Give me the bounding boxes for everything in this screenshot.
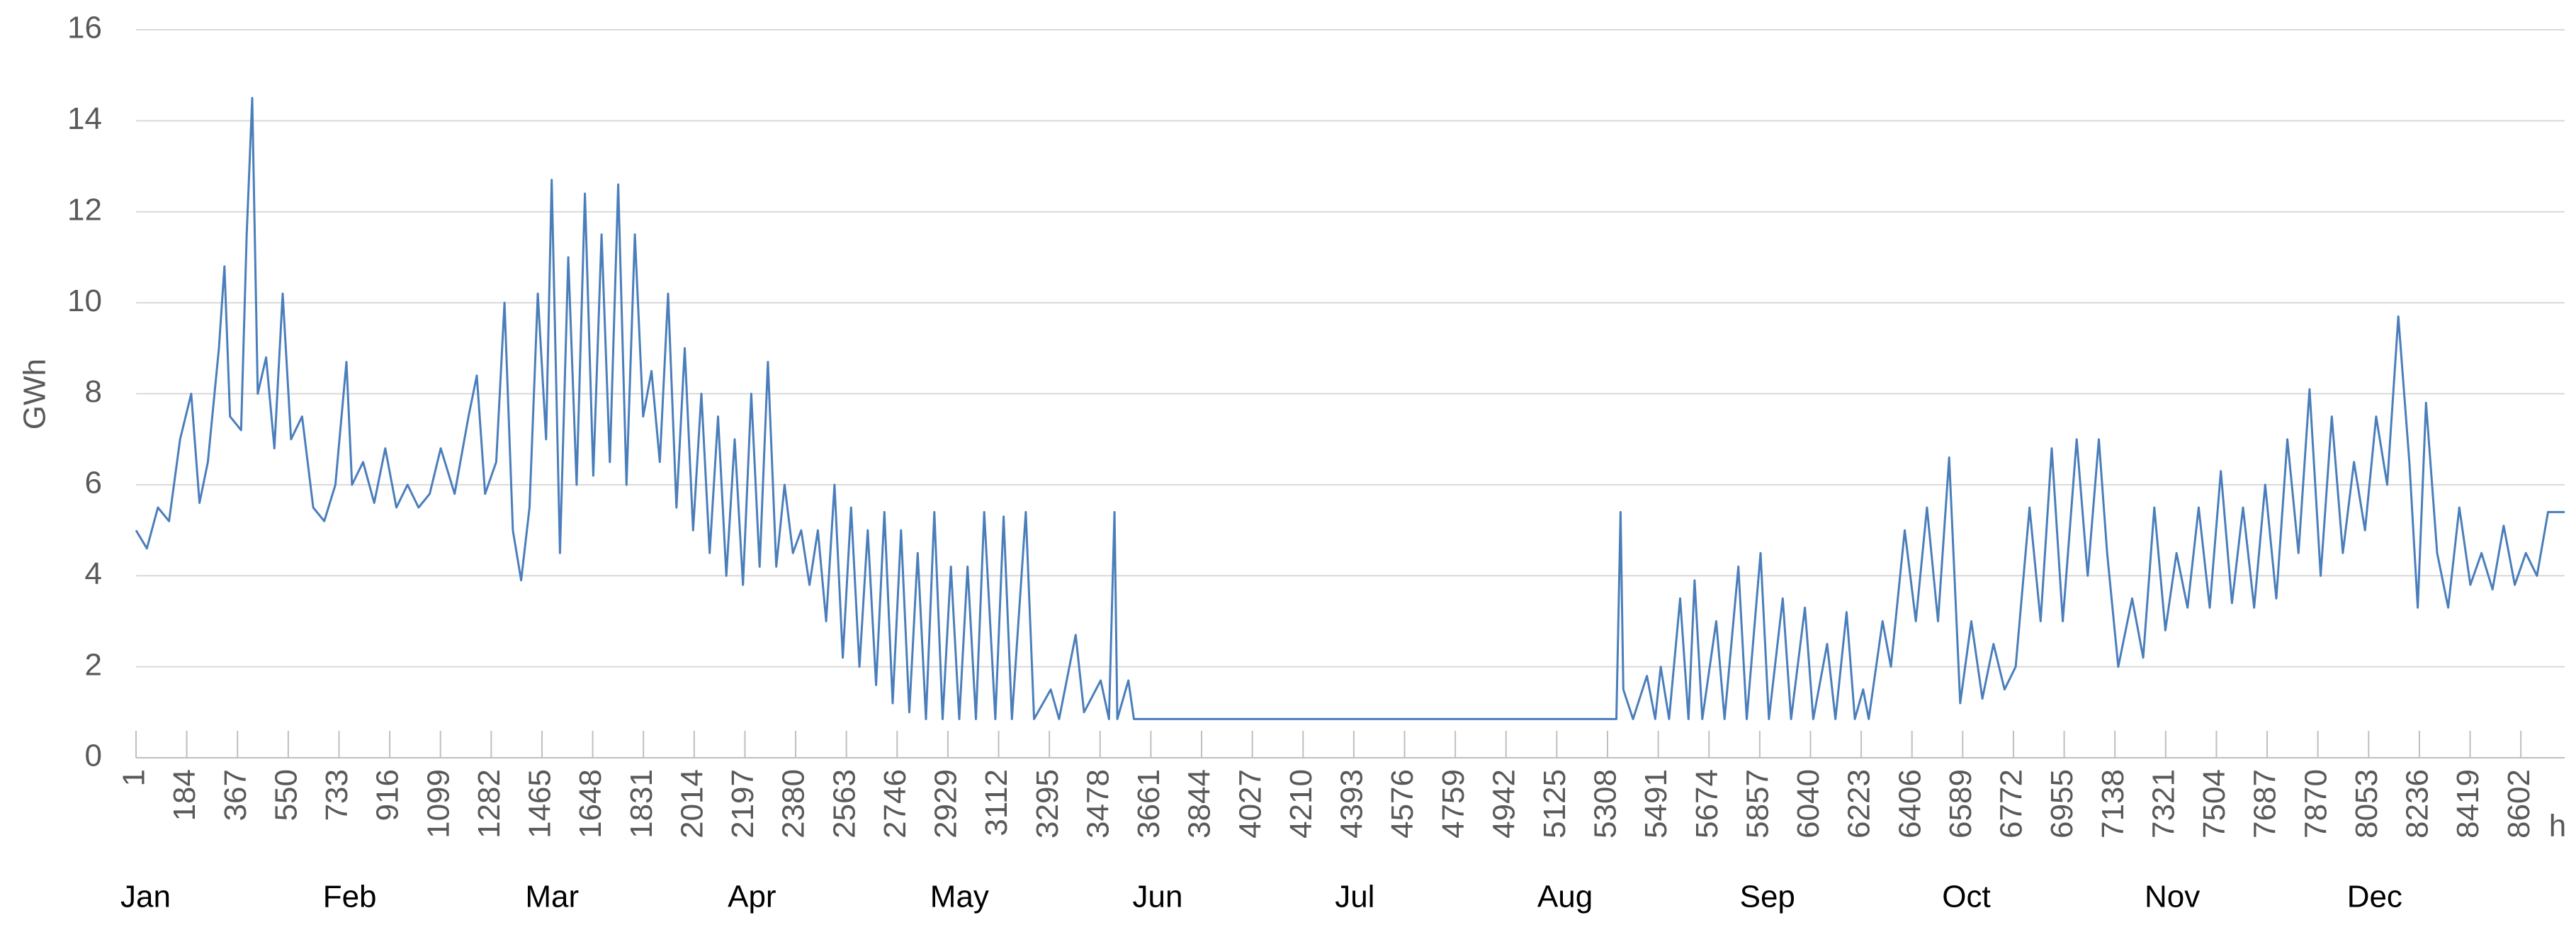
x-tick-label: 550	[269, 769, 303, 821]
month-label: Mar	[525, 880, 579, 914]
x-tick-label: 7321	[2146, 769, 2181, 839]
month-label: Jan	[120, 880, 171, 914]
x-tick-label: 1282	[472, 769, 507, 839]
x-tick-label: 3478	[1080, 769, 1115, 839]
line-series	[135, 96, 2565, 720]
y-tick-label: 0	[85, 739, 102, 773]
x-tick-label: 8419	[2451, 769, 2485, 839]
x-tick-label: 7504	[2197, 769, 2232, 839]
x-tick-label: 4942	[1486, 769, 1521, 839]
x-tick-label: 5308	[1588, 769, 1623, 839]
x-tick-label: 5857	[1740, 769, 1775, 839]
x-tick-label: 7138	[2096, 769, 2130, 839]
x-tick-label: 7687	[2248, 769, 2283, 839]
month-label: Jul	[1335, 880, 1374, 914]
x-tick-label: 916	[371, 769, 405, 821]
x-tick-label: 1	[117, 769, 152, 786]
x-tick-label: 184	[167, 769, 202, 821]
y-tick-label: 10	[67, 284, 102, 318]
x-tick-label: 4393	[1335, 769, 1369, 839]
x-tick-label: 6772	[1994, 769, 2029, 839]
y-tick-label: 2	[85, 647, 102, 682]
x-tick-label: 2563	[827, 769, 862, 839]
x-tick-label: 3661	[1131, 769, 1166, 839]
x-tick-label: 4210	[1284, 769, 1318, 839]
month-label: Jun	[1132, 880, 1182, 914]
x-tick-label: 6040	[1791, 769, 1826, 839]
y-tick-label: 4	[85, 556, 102, 591]
x-tick-label: 3295	[1030, 769, 1065, 839]
month-label: Apr	[728, 880, 776, 914]
x-tick-label: 5491	[1639, 769, 1673, 839]
x-tick-label: 2380	[776, 769, 811, 839]
month-label: Sep	[1740, 880, 1795, 914]
x-tick-label: 1099	[421, 769, 456, 839]
x-tick-label: 1648	[573, 769, 608, 839]
x-tick-label: 2197	[725, 769, 760, 839]
x-tick-label: 4027	[1233, 769, 1267, 839]
x-axis-label: h	[2549, 809, 2566, 844]
month-label: Oct	[1942, 880, 1990, 914]
x-tick-label: 4576	[1385, 769, 1420, 839]
month-label: Aug	[1537, 880, 1593, 914]
month-label: Nov	[2145, 880, 2200, 914]
x-tick-label: 1831	[624, 769, 659, 839]
x-tick-label: 6223	[1842, 769, 1877, 839]
x-tick-label: 7870	[2298, 769, 2333, 839]
x-tick-label: 1465	[523, 769, 558, 839]
y-tick-label: 14	[67, 101, 102, 136]
x-tick-label: 2929	[929, 769, 964, 839]
x-tick-label: 4759	[1436, 769, 1471, 839]
x-tick-label: 5125	[1537, 769, 1572, 839]
y-tick-label: 6	[85, 466, 102, 500]
x-tick-label: 2746	[878, 769, 913, 839]
y-tick-label: 8	[85, 374, 102, 409]
x-tick-label: 8053	[2349, 769, 2384, 839]
x-tick-label: 6406	[1892, 769, 1927, 839]
y-tick-label: 16	[67, 11, 102, 45]
x-tick-label: 5674	[1690, 769, 1724, 839]
x-tick-label: 6589	[1943, 769, 1978, 839]
month-label: May	[930, 880, 989, 914]
x-tick-label: 3844	[1182, 769, 1217, 839]
y-tick-label: 12	[67, 192, 102, 227]
x-tick-label: 8602	[2502, 769, 2536, 839]
x-tick-label: 367	[218, 769, 253, 821]
x-tick-label: 3112	[979, 769, 1014, 836]
month-label: Feb	[323, 880, 377, 914]
x-tick-label: 733	[320, 769, 354, 821]
month-label: Dec	[2347, 880, 2402, 914]
y-axis-label: GWh	[18, 359, 52, 430]
x-tick-label: 6955	[2045, 769, 2079, 839]
x-tick-label: 8236	[2400, 769, 2435, 839]
x-tick-label: 2014	[674, 769, 709, 839]
